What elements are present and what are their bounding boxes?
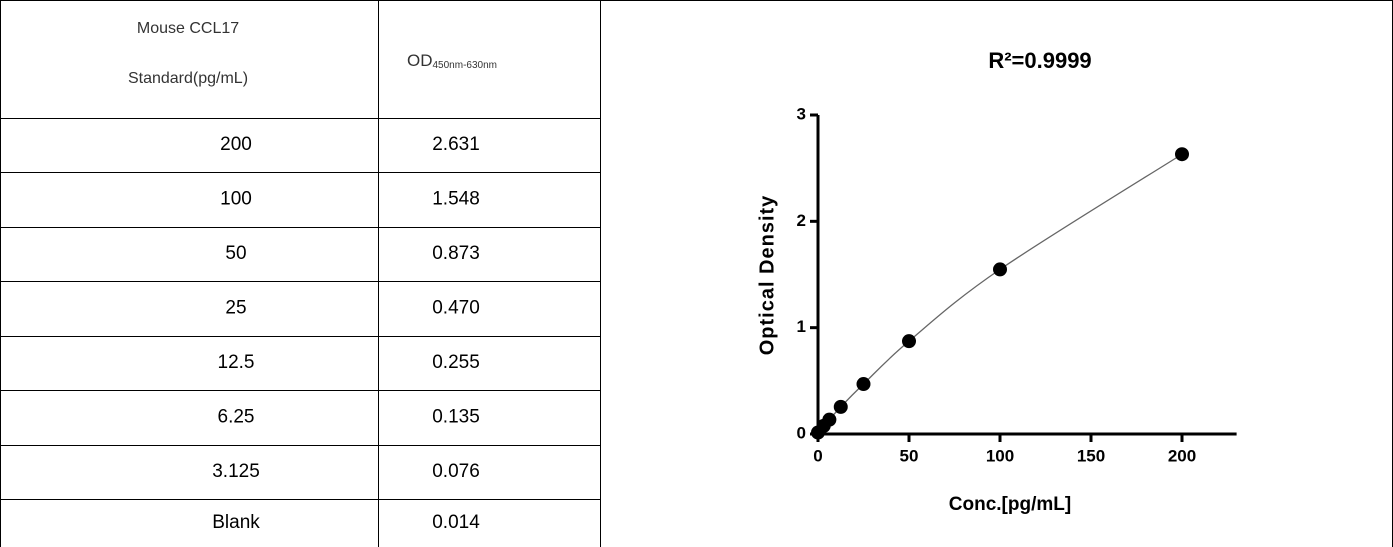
cell-text: 0.014: [432, 512, 480, 533]
header-od: OD: [407, 51, 433, 70]
cell-text: 0.076: [432, 461, 480, 482]
cell-text: 0.135: [432, 407, 480, 428]
cell-text: 0.873: [432, 243, 480, 264]
fit-curve: [817, 153, 1183, 433]
cell-text: 6.25: [218, 407, 255, 428]
data-point: [856, 377, 871, 392]
y-tick-label: 3: [797, 104, 806, 123]
cell-text: 200: [220, 134, 252, 155]
x-tick-label: 100: [986, 446, 1014, 465]
y-tick-label: 0: [797, 423, 806, 442]
y-tick-label: 1: [797, 317, 806, 336]
data-point: [902, 334, 916, 349]
header-subscript: 450nm-630nm: [433, 60, 497, 71]
cell-text: 0.255: [432, 352, 480, 373]
x-tick-label: 200: [1168, 446, 1196, 465]
header-text: Mouse CCL17: [137, 20, 239, 37]
cell-text: 0.470: [432, 298, 480, 319]
x-tick-label: 150: [1077, 446, 1105, 465]
y-axis-label: Optical Density: [756, 195, 778, 356]
cell-text: 50: [225, 243, 246, 264]
data-point: [833, 399, 848, 414]
cell-text: 25: [225, 298, 246, 319]
data-point: [822, 412, 837, 427]
data-point: [1175, 147, 1189, 162]
header-text: OD450nm-630nm: [407, 51, 497, 70]
y-tick-label: 2: [797, 211, 806, 230]
data-point: [993, 262, 1007, 277]
x-tick-label: 50: [900, 446, 919, 465]
cell-text: 3.125: [212, 461, 260, 482]
cell-text: 1.548: [432, 189, 480, 210]
x-tick-label: 0: [813, 446, 822, 465]
cell-text: Blank: [212, 512, 260, 533]
cell-text: 12.5: [218, 352, 255, 373]
cell-text: 2.631: [432, 134, 480, 155]
cell-text: 100: [220, 189, 252, 210]
header-text: Standard(pg/mL): [128, 70, 248, 87]
chart-title: R²=0.9999: [988, 48, 1091, 73]
x-axis-label: Conc.[pg/mL]: [949, 494, 1071, 515]
